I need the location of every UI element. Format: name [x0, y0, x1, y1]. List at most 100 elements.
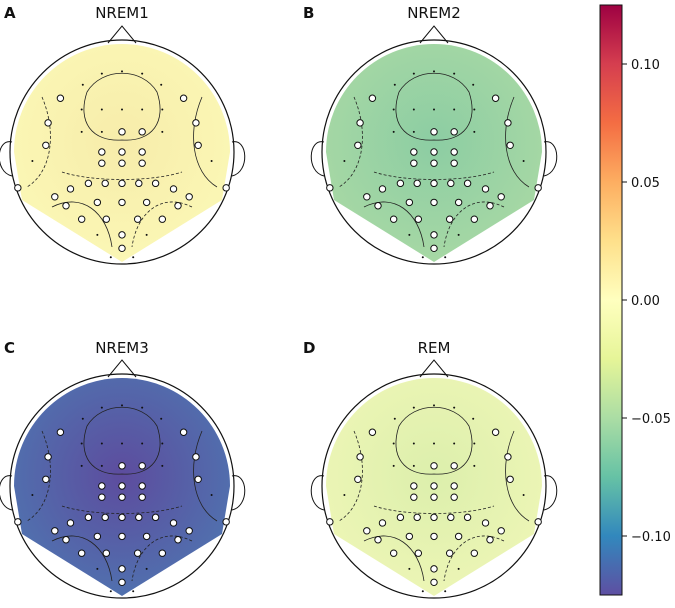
- electrode-dot: [81, 83, 84, 86]
- panel-letter: C: [4, 339, 15, 357]
- electrode-dot: [109, 256, 112, 259]
- electrode-marker: [470, 215, 479, 223]
- electrode-marker: [430, 513, 438, 522]
- electrode-marker: [179, 428, 188, 436]
- electrode-marker: [414, 215, 423, 223]
- electrode-marker: [491, 428, 500, 436]
- electrode-marker: [118, 198, 126, 207]
- electrode-marker: [326, 184, 334, 192]
- electrode-marker: [497, 193, 505, 201]
- electrode-dot: [145, 233, 148, 236]
- electrode-dot: [141, 108, 144, 111]
- electrode-dot: [412, 442, 415, 445]
- electrode-marker: [51, 527, 59, 535]
- electrode-dot: [161, 108, 164, 111]
- electrode-marker: [194, 141, 202, 149]
- electrode-marker: [481, 519, 490, 527]
- electrode-dot: [433, 404, 435, 407]
- electrode-marker: [66, 185, 75, 193]
- contour-line: [338, 430, 363, 522]
- electrode-marker: [118, 159, 126, 167]
- electrode-marker: [445, 549, 454, 557]
- electrode-marker: [135, 513, 143, 522]
- electrode-marker: [430, 482, 438, 490]
- electrode-marker: [354, 475, 362, 483]
- topomap-panel-rem: D REM: [303, 339, 558, 599]
- electrode-dot: [408, 567, 411, 570]
- electrode-marker: [118, 462, 126, 470]
- electrode-marker: [174, 202, 182, 210]
- electrode-marker: [405, 532, 414, 541]
- electrode-marker: [534, 518, 542, 526]
- electrode-marker: [463, 179, 472, 188]
- electrode-marker: [118, 513, 126, 522]
- electrode-marker: [138, 462, 146, 470]
- electrode-marker: [491, 94, 500, 102]
- electrode-marker: [450, 482, 458, 490]
- electrode-marker: [430, 198, 438, 207]
- electrode-dot: [473, 108, 476, 111]
- electrode-marker: [450, 159, 458, 167]
- electrode-marker: [133, 549, 142, 557]
- electrode-marker: [470, 549, 479, 557]
- electrode-dot: [473, 464, 476, 467]
- panel-letter: B: [303, 4, 314, 22]
- contour-line: [505, 96, 530, 188]
- electrode-marker: [56, 428, 65, 436]
- topomap-panel-nrem2: B NREM2: [303, 4, 558, 265]
- nose-outline: [419, 25, 449, 44]
- electrode-marker: [179, 94, 188, 102]
- electrode-marker: [93, 532, 102, 541]
- electrode-marker: [118, 128, 126, 136]
- electrode-dot: [453, 442, 456, 445]
- electrode-marker: [356, 453, 364, 461]
- right-ear-outline: [543, 141, 558, 177]
- electrode-dot: [433, 70, 435, 73]
- electrode-marker: [445, 215, 454, 223]
- electrode-dot: [161, 464, 164, 467]
- electrode-marker: [118, 565, 126, 573]
- electrode-marker: [430, 148, 438, 156]
- right-ear-outline: [231, 475, 246, 511]
- electrode-dot: [160, 417, 163, 420]
- contour-line: [51, 201, 113, 248]
- electrode-marker: [66, 519, 75, 527]
- electrode-marker: [222, 518, 230, 526]
- panel-title: NREM3: [95, 339, 149, 357]
- electrode-dot: [522, 493, 525, 496]
- electrode-marker: [42, 475, 50, 483]
- electrode-marker: [14, 184, 22, 192]
- contour-line: [363, 535, 425, 582]
- electrode-dot: [393, 83, 396, 86]
- contour-line: [131, 201, 193, 248]
- electrode-dot: [121, 108, 123, 111]
- electrode-marker: [98, 493, 106, 501]
- electrode-dot: [121, 70, 123, 73]
- contour-line: [193, 430, 218, 522]
- contour-line: [373, 171, 495, 180]
- electrode-marker: [185, 527, 193, 535]
- electrode-dot: [80, 442, 83, 445]
- electrode-marker: [413, 513, 421, 522]
- electrode-dot: [121, 404, 123, 407]
- electrode-marker: [354, 141, 362, 149]
- electrode-dot: [141, 72, 144, 75]
- electrode-marker: [14, 518, 22, 526]
- electrode-marker: [378, 185, 387, 193]
- electrode-marker: [430, 231, 438, 239]
- right-ear-outline: [231, 141, 246, 177]
- electrode-marker: [396, 179, 405, 188]
- electrode-marker: [481, 185, 490, 193]
- electrode-marker: [454, 198, 463, 207]
- electrode-dot: [132, 256, 135, 259]
- topomap-panel-nrem1: A NREM1: [0, 4, 246, 265]
- electrode-dot: [453, 108, 456, 111]
- electrode-marker: [101, 513, 109, 522]
- nose-outline: [107, 359, 137, 378]
- electrode-dot: [132, 590, 135, 593]
- electrode-dot: [81, 417, 84, 420]
- electrode-dot: [343, 493, 346, 496]
- electrode-dot: [433, 108, 435, 111]
- electrode-marker: [430, 493, 438, 501]
- electrode-marker: [169, 519, 178, 527]
